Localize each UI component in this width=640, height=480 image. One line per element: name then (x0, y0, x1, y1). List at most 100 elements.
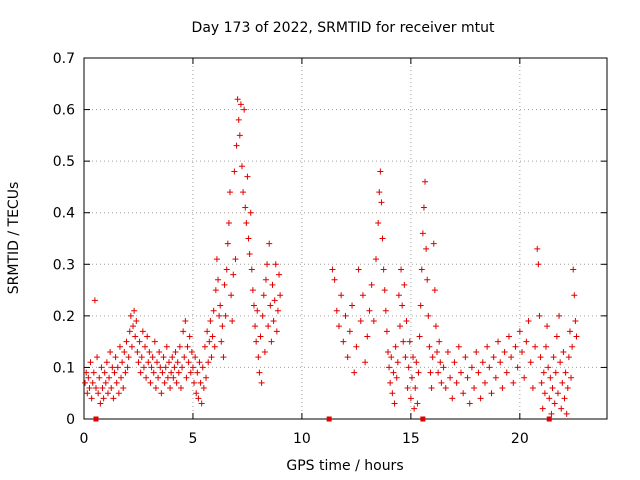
data-point (554, 390, 561, 397)
data-point (231, 168, 238, 175)
data-point (273, 328, 280, 335)
data-point (90, 369, 97, 376)
data-point (329, 266, 336, 273)
data-point (111, 369, 118, 376)
data-point (250, 302, 257, 309)
data-point (124, 364, 131, 371)
data-point (402, 354, 409, 361)
data-point (130, 323, 137, 330)
y-tick-label: 0 (66, 412, 75, 428)
data-point (121, 348, 128, 355)
data-point (168, 369, 175, 376)
data-point (351, 369, 358, 376)
data-point (473, 348, 480, 355)
data-point (102, 379, 109, 386)
data-point (514, 364, 521, 371)
data-point (435, 369, 442, 376)
data-point (416, 333, 423, 340)
data-point (438, 379, 445, 386)
data-point (344, 354, 351, 361)
data-point (512, 343, 519, 350)
data-point (252, 323, 259, 330)
data-point (229, 318, 236, 325)
y-tick-label: 0.1 (53, 360, 75, 376)
data-point (209, 333, 216, 340)
data-point (430, 240, 437, 247)
data-point (497, 359, 504, 366)
data-point (346, 328, 353, 335)
data-point (169, 354, 176, 361)
data-point (349, 302, 356, 309)
data-point (156, 348, 163, 355)
data-point (183, 374, 190, 381)
data-point (123, 338, 130, 345)
data-point (570, 266, 577, 273)
data-point (194, 369, 201, 376)
data-marks (82, 96, 580, 417)
data-point (499, 385, 506, 392)
data-point (442, 385, 449, 392)
data-point (405, 364, 412, 371)
data-point (338, 292, 345, 299)
data-point (353, 343, 360, 350)
data-point (535, 261, 542, 268)
data-point (142, 343, 149, 350)
data-point (225, 220, 232, 227)
data-point (382, 307, 389, 314)
data-point (558, 405, 565, 412)
data-point (401, 281, 408, 288)
data-point (82, 379, 89, 386)
data-point (393, 374, 400, 381)
data-point (376, 189, 383, 196)
data-point (119, 359, 126, 366)
data-point (561, 395, 568, 402)
data-point (479, 359, 486, 366)
data-point (256, 369, 263, 376)
data-point (552, 369, 559, 376)
data-point (449, 395, 456, 402)
data-point (381, 287, 388, 294)
data-point (556, 312, 563, 319)
data-point (247, 209, 254, 216)
data-point (179, 364, 186, 371)
data-point (422, 178, 429, 185)
data-point (86, 385, 93, 392)
data-point (571, 292, 578, 299)
data-point (340, 338, 347, 345)
data-point (172, 348, 179, 355)
data-point (144, 333, 151, 340)
data-point (573, 333, 580, 340)
data-point (195, 395, 202, 402)
data-point (184, 343, 191, 350)
data-point (220, 354, 227, 361)
y-tick-label: 0.5 (53, 154, 75, 170)
data-point (262, 276, 269, 283)
data-point (101, 369, 108, 376)
data-point (569, 343, 576, 350)
data-point (132, 333, 139, 340)
data-point (384, 348, 391, 355)
data-point (492, 374, 499, 381)
data-point (410, 354, 417, 361)
data-point (539, 405, 546, 412)
data-point (244, 173, 251, 180)
data-point (114, 364, 121, 371)
data-point (193, 390, 200, 397)
data-point (242, 204, 249, 211)
data-point (457, 369, 464, 376)
data-point (406, 338, 413, 345)
data-point (218, 338, 225, 345)
data-point (222, 312, 229, 319)
data-point (213, 256, 220, 263)
data-point (253, 338, 260, 345)
data-point (245, 235, 252, 242)
data-point (521, 374, 528, 381)
data-point (175, 369, 182, 376)
data-point (362, 359, 369, 366)
data-point (486, 364, 493, 371)
data-point (236, 132, 243, 139)
data-point (180, 328, 187, 335)
data-point (191, 379, 198, 386)
x-tick-label: 10 (293, 431, 311, 447)
data-point (108, 385, 115, 392)
